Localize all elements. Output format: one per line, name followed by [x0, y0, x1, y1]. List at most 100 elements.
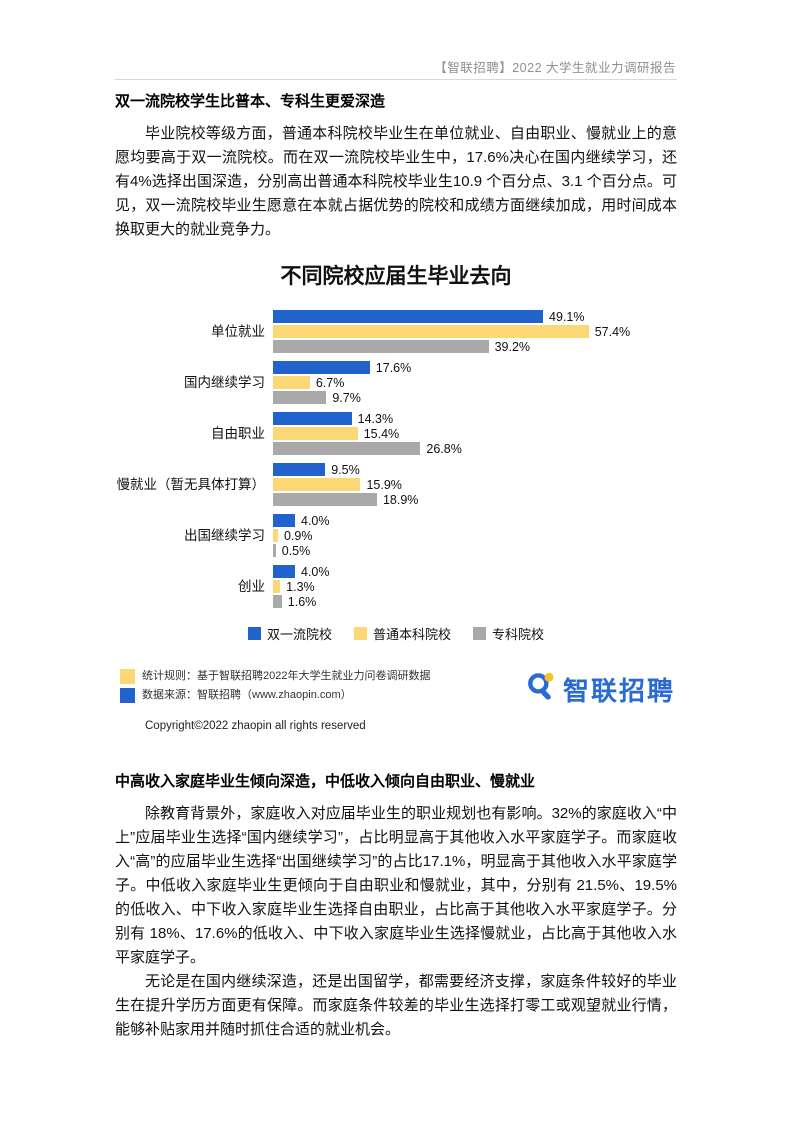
- chart-bar-group: 4.0% 1.3% 1.6%: [273, 564, 677, 609]
- bar-series2: [273, 580, 281, 593]
- zhaopin-logo-icon: [525, 671, 557, 708]
- bar-series2: [273, 529, 278, 542]
- bar-line: 9.5%: [273, 462, 677, 477]
- bar-value-label: 15.9%: [366, 477, 402, 492]
- section1-paragraph: 毕业院校等级方面，普通本科院校毕业生在单位就业、自由职业、慢就业上的意愿均要高于…: [115, 125, 677, 238]
- bar-series3: [273, 595, 282, 608]
- bar-line: 57.4%: [273, 324, 677, 339]
- bar-value-label: 26.8%: [426, 441, 462, 456]
- section2-paragraph-2: 无论是在国内继续深造，还是出国留学，都需要经济支撑，家庭条件较好的毕业生在提升学…: [115, 973, 677, 1038]
- bar-line: 15.4%: [273, 426, 677, 441]
- bar-line: 49.1%: [273, 309, 677, 324]
- legend-item: 双一流院校: [247, 624, 332, 643]
- bar-line: 9.7%: [273, 390, 677, 405]
- chart-footnotes: 统计规则：基于智联招聘2022年大学生就业力问卷调研数据 数据来源：智联招聘（w…: [115, 669, 430, 707]
- bar-line: 18.9%: [273, 492, 677, 507]
- bar-line: 1.3%: [273, 579, 677, 594]
- chart-plot-area: 单位就业 49.1% 57.4% 39.2% 国内继续学习 17.6% 6.7% 9.7% 自由…: [115, 309, 677, 609]
- chart-legend: 双一流院校 普通本科院校 专科院校: [115, 624, 677, 643]
- bar-value-label: 1.3%: [286, 579, 315, 594]
- chart-row: 创业 4.0% 1.3% 1.6%: [115, 564, 677, 609]
- chart-bar-group: 4.0% 0.9% 0.5%: [273, 513, 677, 558]
- footnote-row: 统计规则：基于智联招聘2022年大学生就业力问卷调研数据: [120, 669, 430, 684]
- bar-value-label: 18.9%: [382, 492, 419, 507]
- bar-line: 1.6%: [273, 594, 677, 609]
- chart-row: 国内继续学习 17.6% 6.7% 9.7%: [115, 360, 677, 405]
- bar-line: 4.0%: [273, 564, 677, 579]
- chart-bar-group: 49.1% 57.4% 39.2%: [273, 309, 677, 354]
- bar-line: 39.2%: [273, 339, 677, 354]
- bar-series2: [273, 427, 358, 440]
- bar-line: 0.5%: [273, 543, 677, 558]
- bar-value-label: 14.3%: [357, 411, 394, 426]
- bar-series2: [273, 478, 361, 491]
- bar-line: 17.6%: [273, 360, 677, 375]
- chart-bar-group: 17.6% 6.7% 9.7%: [273, 360, 677, 405]
- legend-item: 专科院校: [473, 624, 544, 643]
- bar-line: 15.9%: [273, 477, 677, 492]
- bar-series3: [273, 544, 276, 557]
- chart-category-label: 创业: [238, 578, 265, 594]
- legend-item: 普通本科院校: [353, 624, 451, 643]
- chart-category-label: 单位就业: [211, 323, 265, 339]
- bar-value-label: 4.0%: [301, 564, 330, 579]
- bar-series1: [273, 463, 326, 476]
- bar-value-label: 4.0%: [301, 513, 330, 528]
- bar-series3: [273, 493, 377, 506]
- chart-row: 出国继续学习 4.0% 0.9% 0.5%: [115, 513, 677, 558]
- legend-swatch: [247, 627, 261, 640]
- chart-footer: 统计规则：基于智联招聘2022年大学生就业力问卷调研数据 数据来源：智联招聘（w…: [115, 669, 677, 708]
- section1-heading: 双一流院校学生比普本、专科生更爱深造: [115, 93, 386, 110]
- legend-label: 专科院校: [492, 627, 545, 642]
- copyright-line: Copyright©2022 zhaopin all rights reserv…: [145, 720, 366, 732]
- bar-value-label: 1.6%: [287, 594, 317, 609]
- bar-value-label: 57.4%: [594, 324, 631, 339]
- page-content: 双一流院校学生比普本、专科生更爱深造 毕业院校等级方面，普通本科院校毕业生在单位…: [115, 92, 677, 1042]
- bar-value-label: 9.7%: [332, 390, 361, 405]
- header-divider: [115, 79, 677, 80]
- bar-series2: [273, 376, 310, 389]
- bar-line: 14.3%: [273, 411, 677, 426]
- chart-bar-group: 14.3% 15.4% 26.8%: [273, 411, 677, 456]
- chart-bar-group: 9.5% 15.9% 18.9%: [273, 462, 677, 507]
- bar-value-label: 49.1%: [549, 309, 585, 324]
- chart-title: 不同院校应届生毕业去向: [280, 265, 512, 288]
- bar-value-label: 0.5%: [281, 543, 311, 558]
- bar-line: 0.9%: [273, 528, 677, 543]
- bar-series1: [273, 565, 295, 578]
- legend-label: 普通本科院校: [372, 627, 451, 642]
- bar-line: 26.8%: [273, 441, 677, 456]
- footnote-yellow-swatch: [120, 669, 135, 684]
- bar-value-label: 17.6%: [375, 360, 412, 375]
- bar-value-label: 0.9%: [283, 528, 313, 543]
- bar-series2: [273, 325, 589, 338]
- bar-value-label: 9.5%: [331, 462, 360, 477]
- zhaopin-logo-text: 智联招聘: [562, 676, 675, 706]
- bar-series1: [273, 310, 544, 323]
- bar-value-label: 15.4%: [363, 426, 400, 441]
- legend-swatch: [353, 627, 367, 640]
- bar-series3: [273, 391, 327, 404]
- footnote-blue-swatch: [120, 688, 135, 703]
- legend-label: 双一流院校: [266, 627, 332, 642]
- zhaopin-logo: 智联招聘: [525, 671, 677, 708]
- chart-category-label: 自由职业: [211, 425, 265, 441]
- chart-category-label: 出国继续学习: [184, 527, 265, 543]
- section2-paragraph-1: 除教育背景外，家庭收入对应届毕业生的职业规划也有影响。32%的家庭收入“中上”应…: [115, 805, 677, 966]
- bar-line: 4.0%: [273, 513, 677, 528]
- bar-series1: [273, 514, 295, 527]
- bar-series1: [273, 412, 352, 425]
- bar-series1: [273, 361, 370, 374]
- bar-line: 6.7%: [273, 375, 677, 390]
- report-header: 【智联招聘】2022 大学生就业力调研报告: [434, 61, 676, 75]
- bar-value-label: 39.2%: [494, 339, 531, 354]
- chart-category-label: 慢就业（暂无具体打算）: [116, 476, 266, 492]
- section2-heading: 中高收入家庭毕业生倾向深造，中低收入倾向自由职业、慢就业: [115, 773, 536, 790]
- bar-value-label: 6.7%: [315, 375, 345, 390]
- chart-row: 单位就业 49.1% 57.4% 39.2%: [115, 309, 677, 354]
- chart-row: 慢就业（暂无具体打算） 9.5% 15.9% 18.9%: [115, 462, 677, 507]
- chart-row: 自由职业 14.3% 15.4% 26.8%: [115, 411, 677, 456]
- footnote-row: 数据来源：智联招聘（www.zhaopin.com）: [120, 688, 430, 703]
- footnote-data-source: 数据来源：智联招聘（www.zhaopin.com）: [142, 689, 352, 701]
